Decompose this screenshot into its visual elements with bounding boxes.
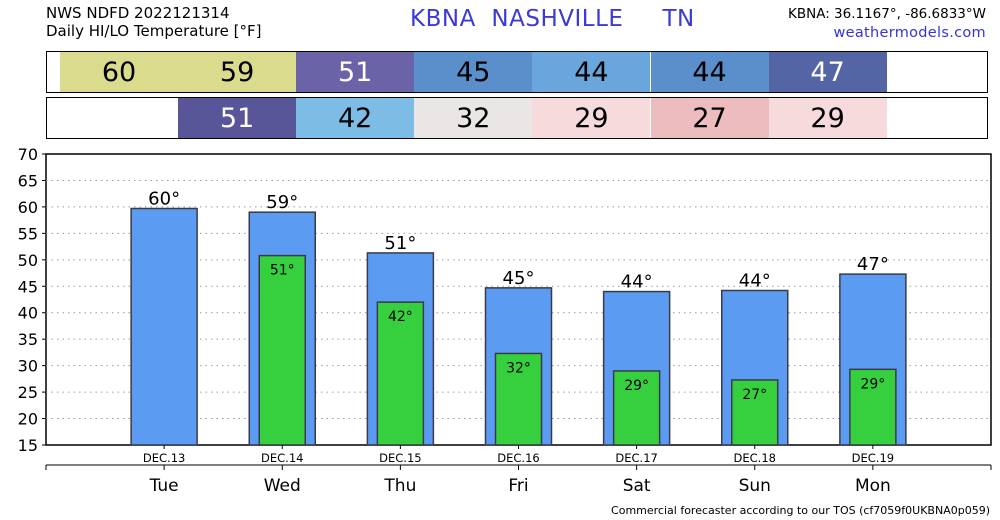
lo-bar (849, 368, 897, 446)
hi-value-label: 60° (148, 188, 180, 209)
run-label: NWS NDFD 2022121314 (46, 4, 230, 22)
hi-value-label: 47° (857, 254, 889, 275)
hi-value-label: 45° (503, 268, 535, 289)
hi-value-label: 44° (739, 271, 771, 292)
lo-temp-cell: 51 (178, 98, 297, 138)
header-right: KBNA: 36.1167°, -86.6833°W weathermodels… (788, 5, 986, 43)
y-tick-label: 65 (18, 171, 38, 190)
y-tick-label: 20 (18, 410, 38, 429)
x-date-label: DEC.13 (143, 451, 185, 465)
hi-temp-cell: 45 (414, 52, 533, 92)
hi-temp-cell: 44 (650, 52, 769, 92)
hi-temp-strip: 60 59 51 45 44 44 47 (46, 51, 988, 93)
lo-bar (376, 301, 425, 446)
x-date-label: DEC.16 (497, 451, 539, 465)
lo-bar (612, 370, 661, 446)
lo-temp-cell: 27 (650, 98, 769, 138)
hi-temp-cell: 60 (60, 52, 178, 92)
header-left: NWS NDFD 2022121314 Daily HI/LO Temperat… (46, 4, 262, 40)
lo-temp-cell: 29 (768, 98, 887, 138)
lo-temp-cell: 42 (296, 98, 415, 138)
lo-value-label: 32° (506, 360, 531, 376)
y-tick-label: 70 (18, 145, 38, 164)
y-tick-label: 25 (18, 383, 38, 402)
lo-temp-cell (60, 98, 178, 138)
y-tick-label: 30 (18, 357, 38, 376)
lo-bar (731, 379, 779, 446)
x-day-label: Sun (739, 476, 771, 496)
hi-value-label: 51° (384, 233, 416, 254)
lo-value-label: 27° (742, 387, 767, 403)
lo-value-label: 42° (388, 309, 413, 325)
x-date-label: DEC.15 (379, 451, 421, 465)
hi-temp-cell: 59 (178, 52, 297, 92)
y-tick-label: 60 (18, 198, 38, 217)
hi-temp-cell: 51 (296, 52, 415, 92)
x-day-label: Tue (149, 476, 179, 496)
y-tick-label: 35 (18, 330, 38, 349)
x-day-label: Fri (508, 476, 528, 496)
lo-value-label: 29° (860, 376, 885, 392)
hi-value-label: 44° (621, 272, 653, 293)
y-tick-label: 45 (18, 277, 38, 296)
product-label: Daily HI/LO Temperature [°F] (46, 22, 262, 40)
lo-temp-cell: 29 (532, 98, 651, 138)
lo-bar (258, 254, 306, 446)
lo-temp-strip: 51 42 32 29 27 29 (46, 97, 988, 139)
y-tick-label: 15 (18, 436, 38, 455)
lo-value-label: 51° (270, 263, 295, 279)
x-day-label: Wed (264, 476, 301, 496)
hi-temp-cell: 44 (532, 52, 651, 92)
y-tick-label: 50 (18, 251, 38, 270)
lo-value-label: 29° (624, 378, 649, 394)
hi-value-label: 59° (266, 192, 298, 213)
station-title: KBNA NASHVILLE TN (410, 6, 695, 32)
hi-temp-cell: 47 (768, 52, 887, 92)
x-day-label: Sat (623, 476, 651, 496)
y-tick-label: 55 (18, 224, 38, 243)
x-date-label: DEC.17 (615, 451, 657, 465)
x-date-label: DEC.19 (852, 451, 894, 465)
x-date-label: DEC.14 (261, 451, 303, 465)
lo-temp-cell: 32 (414, 98, 533, 138)
y-tick-label: 40 (18, 304, 38, 323)
hi-bar (130, 207, 198, 446)
x-day-label: Thu (383, 476, 416, 496)
x-day-label: Mon (855, 476, 891, 496)
x-date-label: DEC.18 (734, 451, 776, 465)
footer-note: Commercial forecaster according to our T… (611, 504, 990, 517)
coords-label: KBNA: 36.1167°, -86.6833°W (787, 6, 986, 22)
site-link[interactable]: weathermodels.com (833, 25, 986, 41)
